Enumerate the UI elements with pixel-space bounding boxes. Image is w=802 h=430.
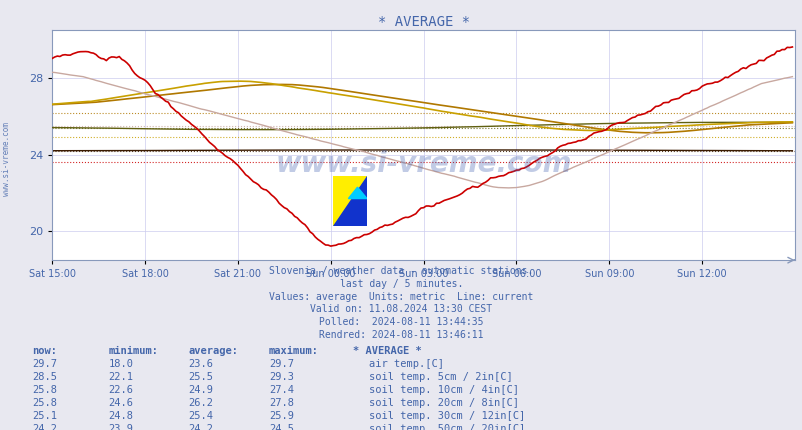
Text: 18.0: 18.0: [108, 359, 133, 369]
Text: 29.7: 29.7: [269, 359, 294, 369]
Text: 23.9: 23.9: [108, 424, 133, 430]
Text: now:: now:: [32, 346, 57, 356]
Text: 29.7: 29.7: [32, 359, 57, 369]
Text: minimum:: minimum:: [108, 346, 158, 356]
Text: 29.3: 29.3: [269, 372, 294, 382]
Text: soil temp. 30cm / 12in[C]: soil temp. 30cm / 12in[C]: [369, 411, 525, 421]
Text: 24.9: 24.9: [188, 385, 213, 395]
Text: Polled:  2024-08-11 13:44:35: Polled: 2024-08-11 13:44:35: [319, 317, 483, 327]
Text: Slovenia / weather data - automatic stations.: Slovenia / weather data - automatic stat…: [269, 266, 533, 276]
Text: 26.2: 26.2: [188, 398, 213, 408]
Text: 24.2: 24.2: [188, 424, 213, 430]
Text: soil temp. 20cm / 8in[C]: soil temp. 20cm / 8in[C]: [369, 398, 519, 408]
Text: www.si-vreme.com: www.si-vreme.com: [2, 122, 11, 196]
Text: soil temp. 50cm / 20in[C]: soil temp. 50cm / 20in[C]: [369, 424, 525, 430]
Text: 25.8: 25.8: [32, 385, 57, 395]
Text: 25.8: 25.8: [32, 398, 57, 408]
Text: 25.4: 25.4: [188, 411, 213, 421]
Text: 22.1: 22.1: [108, 372, 133, 382]
Title: * AVERAGE *: * AVERAGE *: [377, 15, 469, 29]
Text: 27.8: 27.8: [269, 398, 294, 408]
Text: 24.8: 24.8: [108, 411, 133, 421]
Text: 25.5: 25.5: [188, 372, 213, 382]
Text: 24.6: 24.6: [108, 398, 133, 408]
Text: last day / 5 minutes.: last day / 5 minutes.: [339, 279, 463, 289]
Text: 22.6: 22.6: [108, 385, 133, 395]
Text: * AVERAGE *: * AVERAGE *: [353, 346, 422, 356]
Text: 27.4: 27.4: [269, 385, 294, 395]
Text: soil temp. 10cm / 4in[C]: soil temp. 10cm / 4in[C]: [369, 385, 519, 395]
Text: 24.5: 24.5: [269, 424, 294, 430]
Text: maximum:: maximum:: [269, 346, 318, 356]
Polygon shape: [348, 187, 367, 199]
Text: average:: average:: [188, 346, 238, 356]
Text: 23.6: 23.6: [188, 359, 213, 369]
Text: www.si-vreme.com: www.si-vreme.com: [275, 150, 571, 178]
Text: soil temp. 5cm / 2in[C]: soil temp. 5cm / 2in[C]: [369, 372, 512, 382]
Text: air temp.[C]: air temp.[C]: [369, 359, 444, 369]
Polygon shape: [333, 176, 367, 226]
Text: Values: average  Units: metric  Line: current: Values: average Units: metric Line: curr…: [269, 292, 533, 301]
Text: Valid on: 11.08.2024 13:30 CEST: Valid on: 11.08.2024 13:30 CEST: [310, 304, 492, 314]
Text: 25.1: 25.1: [32, 411, 57, 421]
Text: 25.9: 25.9: [269, 411, 294, 421]
Text: 28.5: 28.5: [32, 372, 57, 382]
Text: Rendred: 2024-08-11 13:46:11: Rendred: 2024-08-11 13:46:11: [319, 330, 483, 340]
Text: 24.2: 24.2: [32, 424, 57, 430]
Polygon shape: [333, 176, 367, 226]
